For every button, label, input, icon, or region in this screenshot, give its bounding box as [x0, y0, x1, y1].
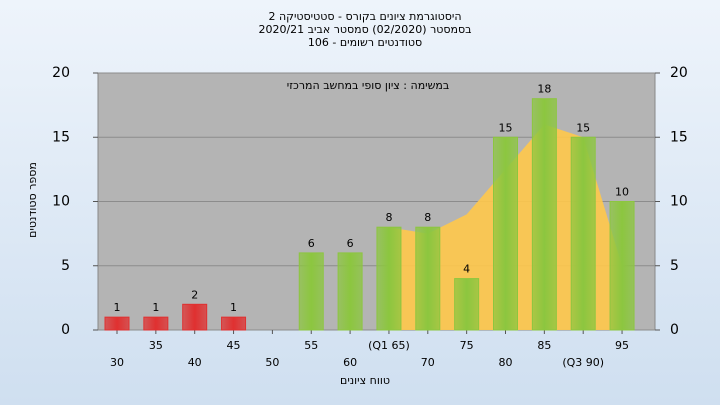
x-tick-label: 75 — [460, 339, 474, 352]
bar — [609, 201, 635, 331]
bar — [337, 252, 363, 331]
y-tick-label: 10 — [52, 194, 70, 210]
bar — [570, 136, 596, 331]
chart-title: היסטוגרמת ציונים בקורס - סטטיסטיקה 2 — [268, 10, 461, 23]
data-label: 15 — [499, 121, 513, 134]
bar — [221, 316, 247, 331]
y-tick-label: 0 — [61, 322, 70, 338]
chart-subtitle: סטודנטים רשומים - 106 — [308, 36, 422, 49]
x-tick-label: 80 — [499, 356, 513, 369]
x-tick-label: 85 — [537, 339, 551, 352]
data-label: 6 — [308, 237, 315, 250]
x-tick-label: 35 — [149, 339, 163, 352]
y-tick-label: 20 — [52, 65, 70, 81]
x-tick-label: 55 — [304, 339, 318, 352]
y2-tick-label: 10 — [670, 194, 688, 210]
x-tick-label: 40 — [188, 356, 202, 369]
x-tick-label: 45 — [227, 339, 241, 352]
bar — [415, 226, 441, 331]
bar — [182, 303, 208, 331]
bar — [143, 316, 169, 331]
data-label: 10 — [615, 186, 629, 199]
data-label: 8 — [424, 211, 431, 224]
bar — [454, 278, 480, 331]
x-tick-label: 50 — [265, 356, 279, 369]
x-tick-label: (Q1 65) — [368, 339, 410, 352]
bar — [104, 316, 130, 331]
chart-subtitle: בסמסטר (02/2020) סמסטר אביב 2020/21 — [258, 23, 471, 36]
data-label: 18 — [537, 83, 551, 96]
data-label: 1 — [114, 301, 121, 314]
bar — [298, 252, 324, 331]
bar — [493, 136, 518, 331]
data-label: 4 — [463, 263, 470, 276]
data-label: 15 — [576, 121, 590, 134]
x-axis-label: טווח ציונים — [340, 374, 390, 387]
y-axis-label: מספר סטודנטים — [26, 162, 39, 238]
data-label: 2 — [191, 288, 198, 301]
y2-tick-label: 5 — [670, 258, 679, 274]
y-tick-label: 5 — [61, 258, 70, 274]
data-label: 8 — [385, 211, 392, 224]
x-tick-label: 95 — [615, 339, 629, 352]
data-label: 6 — [347, 237, 354, 250]
y2-tick-label: 0 — [670, 322, 679, 338]
y2-tick-label: 15 — [670, 129, 688, 145]
bar — [531, 98, 557, 331]
x-tick-label: (Q3 90) — [562, 356, 604, 369]
data-label: 1 — [230, 301, 237, 314]
x-tick-label: 60 — [343, 356, 357, 369]
y-tick-label: 15 — [52, 129, 70, 145]
x-tick-label: 30 — [110, 356, 124, 369]
bar — [376, 226, 402, 331]
y2-tick-label: 20 — [670, 65, 688, 81]
annotation: במשימה : ציון סופי במחשב המרכזי — [287, 79, 450, 92]
data-label: 1 — [152, 301, 159, 314]
x-tick-label: 70 — [421, 356, 435, 369]
